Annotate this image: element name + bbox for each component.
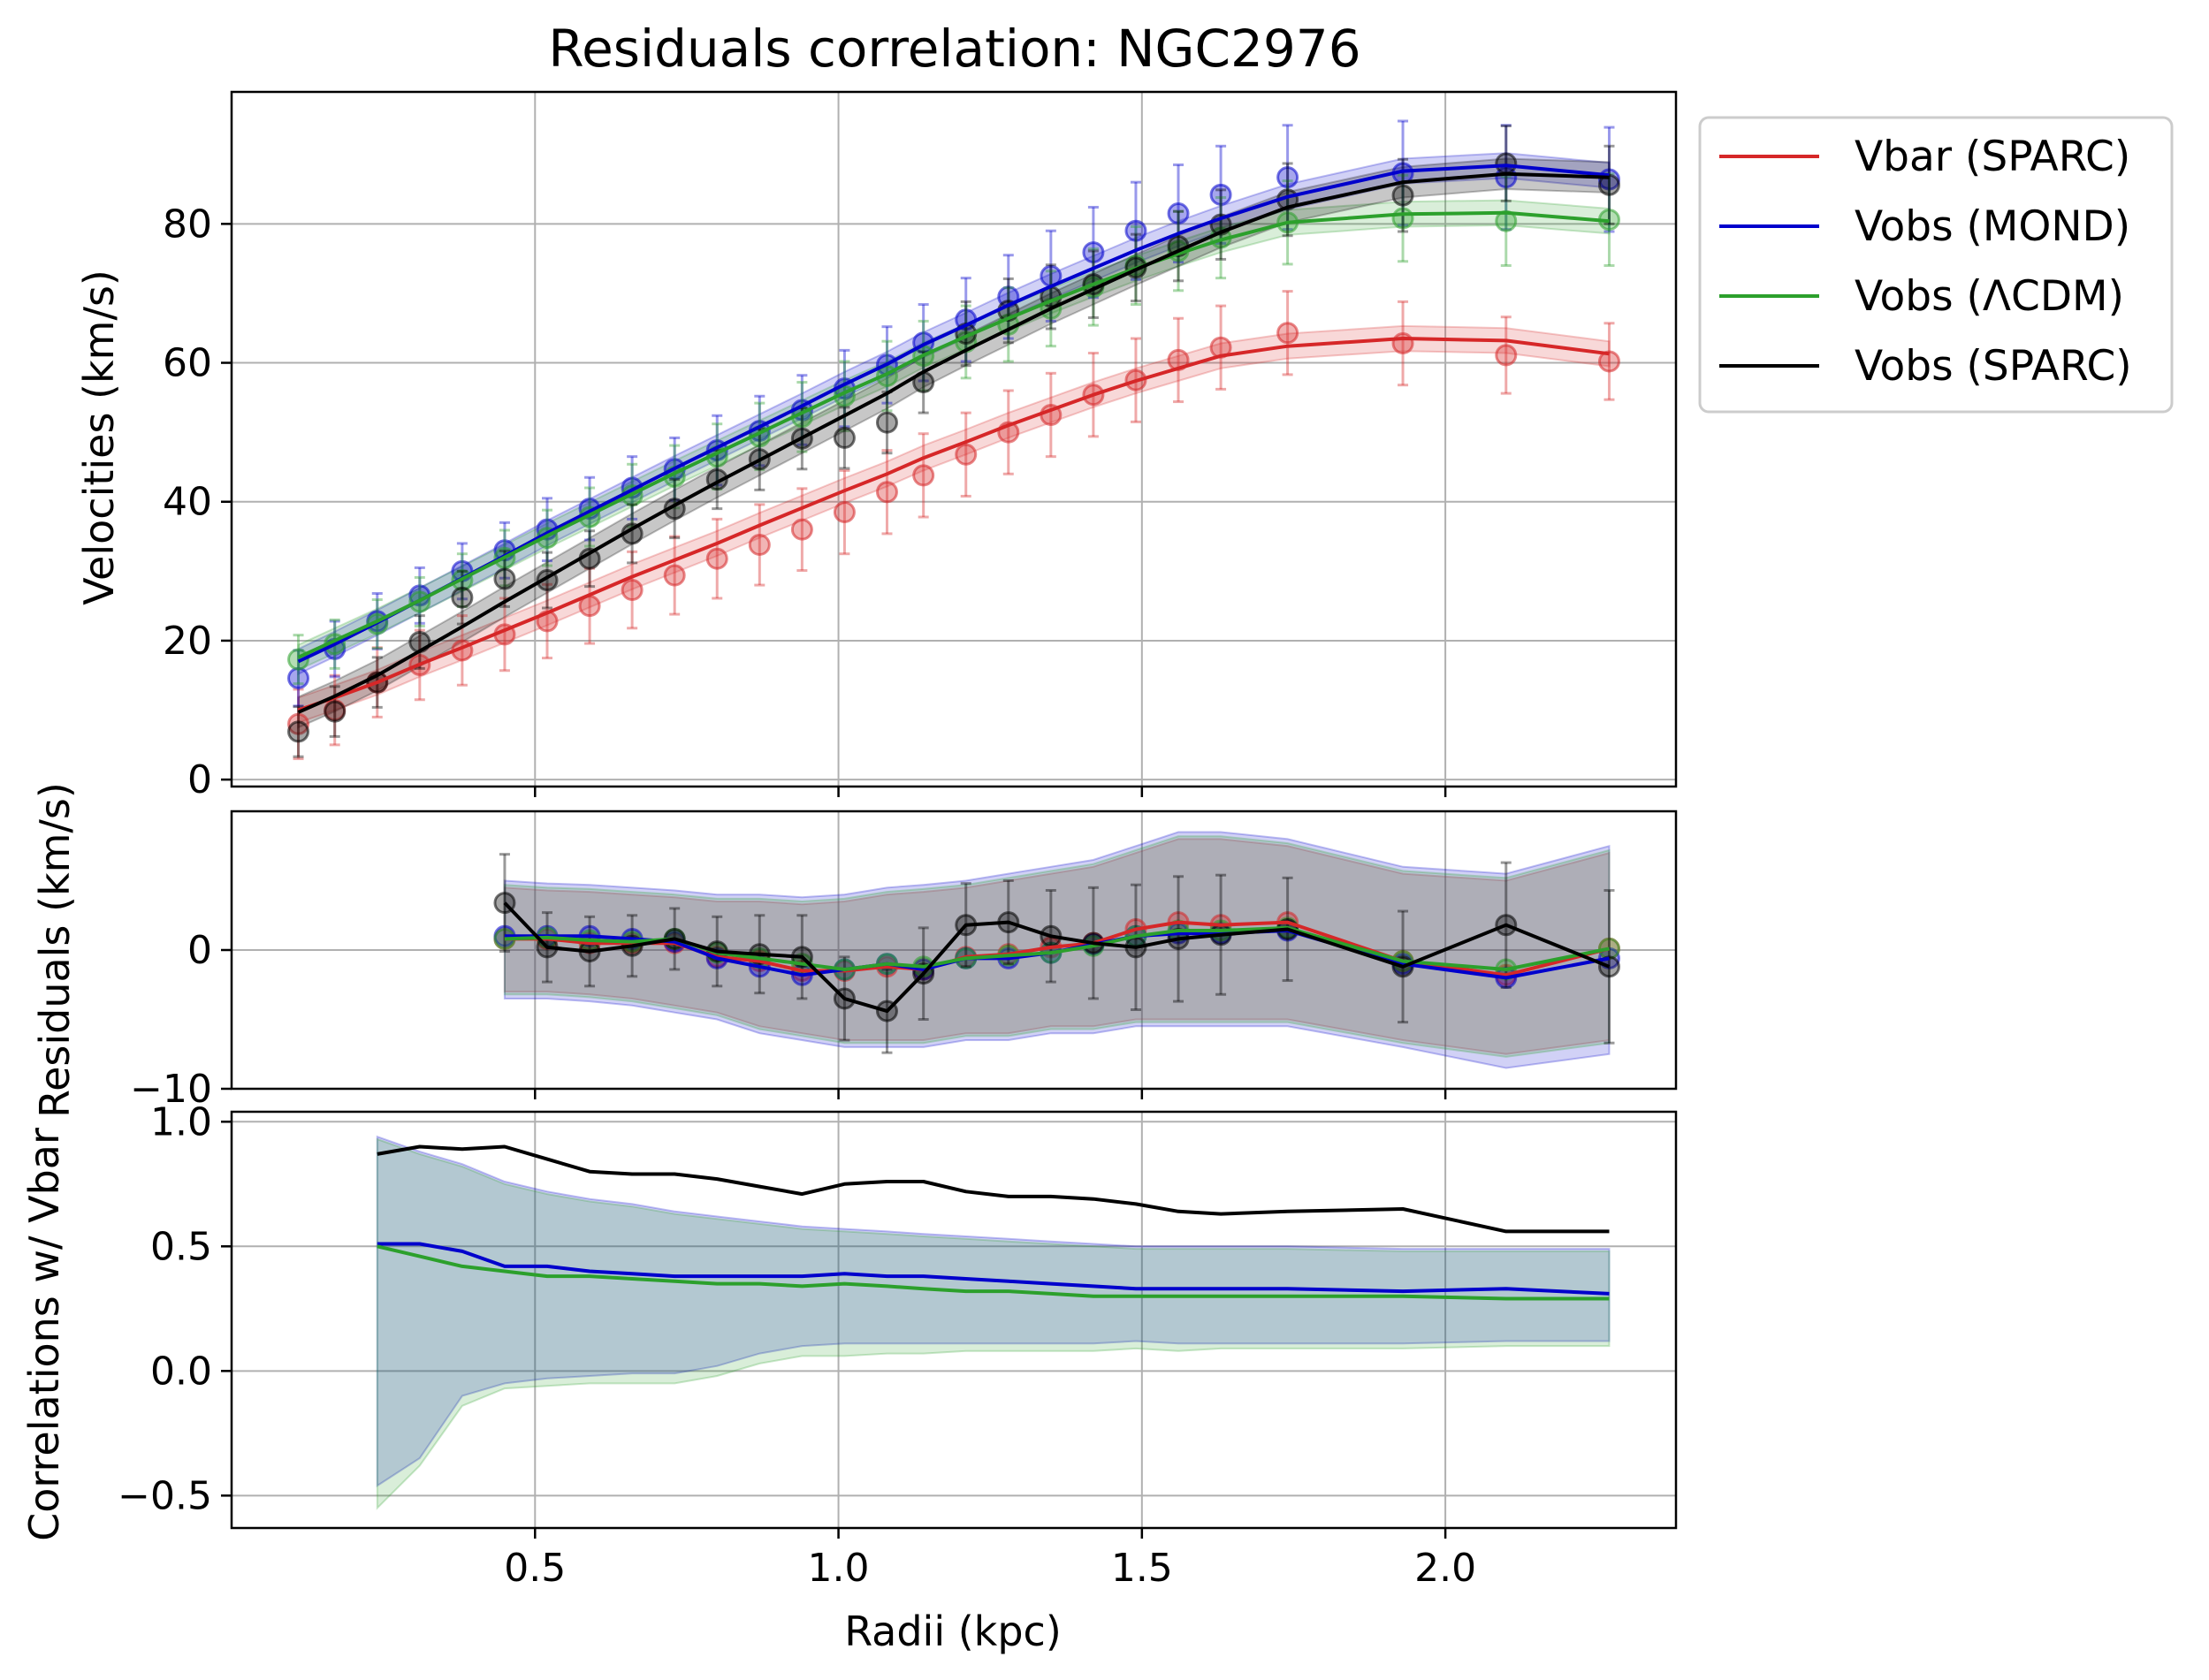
velocities-point-sparc	[875, 411, 898, 434]
correlations-ytick-label: 0.5	[150, 1224, 212, 1269]
velocities-point-vbar	[1597, 350, 1620, 373]
velocities-point-mond	[1167, 202, 1190, 225]
residuals-ylabel: Residuals (km/s)	[31, 782, 79, 1118]
velocities-point-mond	[1276, 166, 1299, 189]
velocities-point-vbar	[748, 533, 771, 556]
velocities-point-sparc	[324, 700, 347, 723]
legend-label-lcdm: Vobs (ΛCDM)	[1855, 272, 2124, 321]
legend-frame	[1698, 116, 2174, 414]
correlations-xlabel: Radii (kpc)	[844, 1608, 1062, 1655]
velocities-panel: 0 20 40 60 80	[163, 90, 1678, 802]
velocities-point-vbar	[663, 564, 686, 587]
velocities-point-mond	[1124, 219, 1147, 242]
velocities-plot-area	[287, 119, 1620, 761]
correlations-xtick-label: 1.5	[1111, 1546, 1173, 1591]
correlations-band-mond	[376, 1135, 1611, 1487]
correlations-xtick-label: 2.0	[1414, 1546, 1476, 1591]
correlations-ytick-label: 0.0	[150, 1349, 212, 1394]
residuals-line-sparc	[503, 901, 1611, 1014]
correlations-ylabel: Correlations w/ Vbar	[20, 1128, 68, 1541]
velocities-point-sparc	[1495, 152, 1518, 175]
velocities-point-mond	[1209, 183, 1232, 206]
velocities-band-mond	[297, 152, 1611, 676]
correlations-ytick-label: −0.5	[118, 1473, 212, 1518]
velocities-frame	[230, 90, 1678, 788]
velocities-point-vbar	[705, 547, 728, 570]
legend-label-mond: Vobs (MOND)	[1855, 202, 2130, 251]
correlations-xtick-label: 0.5	[504, 1546, 566, 1591]
legend-label-sparc: Vobs (SPARC)	[1855, 342, 2132, 391]
velocities-point-sparc	[287, 720, 310, 743]
correlations-plot-area	[376, 1135, 1611, 1510]
velocities-ytick-label: 0	[187, 757, 212, 802]
correlations-xtick-label: 1.0	[808, 1546, 870, 1591]
velocities-band-lcdm	[297, 199, 1611, 672]
velocities-ylabel: Velocities (km/s)	[75, 270, 123, 605]
velocities-point-vbar	[912, 464, 935, 487]
velocities-point-vbar	[955, 443, 978, 466]
velocities-point-vbar	[790, 518, 813, 541]
velocities-point-vbar	[875, 481, 898, 504]
correlations-frame	[230, 1110, 1678, 1530]
velocities-point-mond	[1082, 241, 1105, 264]
correlations-panel: −0.5 0.0 0.5 1.0 0.5 1.0 1.5 2.0	[118, 1099, 1678, 1591]
residuals-ytick-label: −10	[130, 1067, 212, 1112]
correlations-band-lcdm	[376, 1137, 1611, 1510]
velocities-point-sparc	[1391, 184, 1414, 207]
residuals-line-lcdm	[504, 925, 1610, 971]
velocities-point-vbar	[621, 579, 644, 602]
residuals-ytick-label: 0	[187, 928, 212, 973]
residuals-panel: −10 0	[130, 810, 1678, 1112]
velocities-point-vbar	[1276, 322, 1299, 345]
velocities-point-sparc	[833, 426, 856, 449]
velocities-ytick-label: 20	[163, 619, 212, 664]
velocities-ytick-label: 80	[163, 201, 212, 247]
velocities-point-vbar	[287, 712, 310, 735]
velocities-point-vbar	[1391, 332, 1414, 355]
velocities-point-vbar	[833, 501, 856, 524]
velocities-point-sparc	[451, 586, 474, 609]
residuals-plot-area	[493, 831, 1620, 1069]
velocities-ytick-label: 60	[163, 341, 212, 386]
velocities-band-vbar	[297, 324, 1611, 725]
velocities-line-lcdm	[297, 210, 1610, 659]
correlations-line-mond	[377, 1242, 1610, 1296]
velocities-point-vbar	[1495, 344, 1518, 367]
correlations-line-sparc	[377, 1144, 1610, 1234]
figure-title: Residuals correlation: NGC2976	[548, 19, 1360, 79]
legend: Vbar (SPARC) Vobs (MOND) Vobs (ΛCDM) Vob…	[1698, 116, 2174, 414]
velocities-ytick-label: 40	[163, 480, 212, 525]
velocities-line-vbar	[297, 337, 1610, 712]
velocities-line-sparc	[297, 171, 1610, 714]
correlations-ytick-label: 1.0	[150, 1099, 212, 1144]
velocities-point-sparc	[493, 567, 516, 590]
correlations-line-lcdm	[377, 1244, 1610, 1301]
legend-label-vbar: Vbar (SPARC)	[1855, 133, 2130, 181]
